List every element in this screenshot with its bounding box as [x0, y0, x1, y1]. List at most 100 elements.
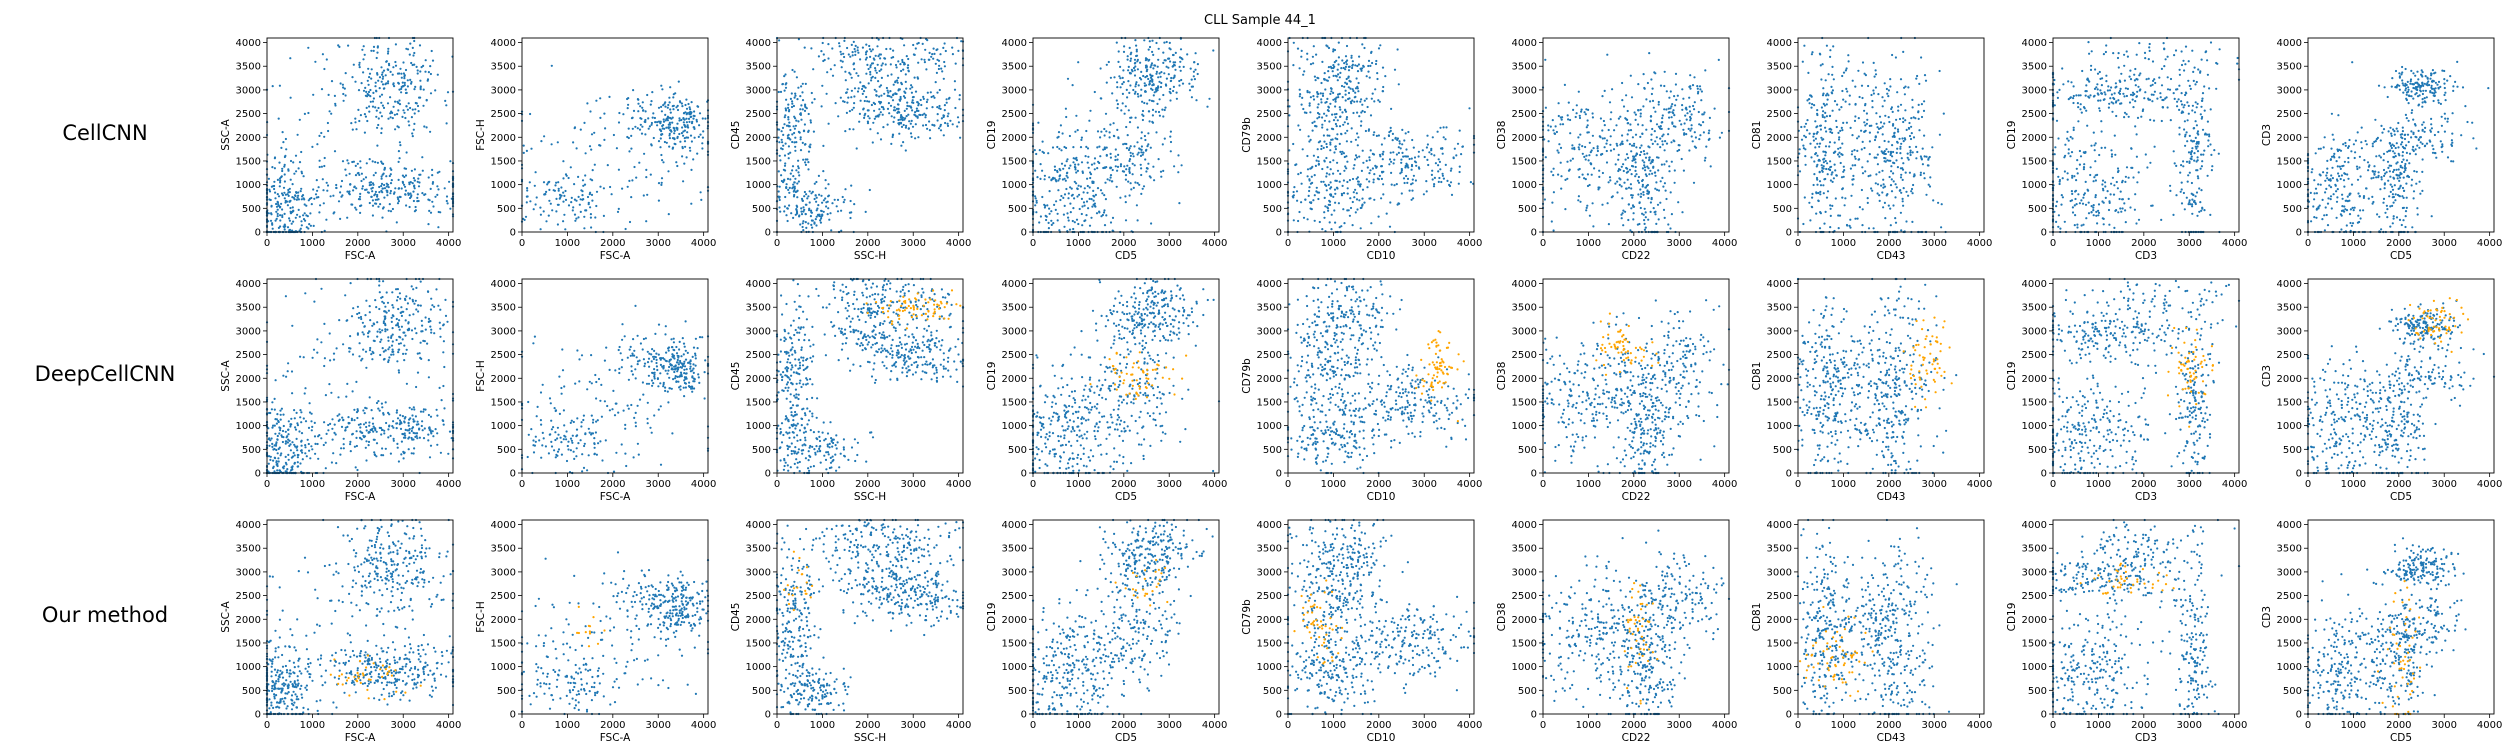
- scatter-point: [407, 192, 410, 195]
- scatter-point: [1288, 149, 1291, 152]
- scatter-point: [643, 152, 646, 155]
- scatter-point: [1320, 101, 1323, 104]
- scatter-point: [381, 77, 384, 80]
- scatter-point: [905, 55, 908, 58]
- scatter-point: [850, 184, 853, 187]
- scatter-point: [702, 130, 705, 133]
- scatter-point: [1584, 113, 1587, 116]
- scatter-point: [1662, 185, 1665, 188]
- scatter-point: [434, 195, 437, 198]
- scatter-point: [411, 63, 414, 67]
- scatter-point: [1099, 155, 1102, 158]
- scatter-point: [1815, 212, 1818, 215]
- scatter-point: [815, 224, 818, 227]
- scatter-point: [1149, 176, 1152, 179]
- scatter-point: [361, 185, 364, 188]
- scatter-point: [810, 219, 814, 222]
- scatter-point: [827, 57, 830, 60]
- scatter-point: [402, 72, 405, 75]
- x-axis-label: CD5: [1115, 250, 1137, 262]
- scatter-point: [910, 84, 913, 87]
- scatter-point: [818, 193, 821, 196]
- scatter-point: [693, 136, 696, 139]
- scatter-point: [1605, 142, 1608, 145]
- scatter-point: [277, 204, 280, 207]
- scatter-point: [1654, 110, 1657, 113]
- scatter-point: [445, 195, 449, 198]
- scatter-point: [911, 125, 915, 128]
- scatter-point: [1351, 200, 1354, 204]
- scatter-point: [1657, 103, 1660, 106]
- scatter-point: [346, 159, 349, 162]
- scatter-point: [297, 167, 300, 170]
- scatter-point: [1180, 78, 1183, 82]
- scatter-point: [1864, 74, 1867, 77]
- scatter-point: [802, 210, 805, 213]
- scatter-point: [1129, 182, 1132, 185]
- scatter-point: [795, 141, 798, 144]
- scatter-point: [914, 111, 917, 114]
- scatter-point: [1087, 166, 1090, 169]
- scatter-point: [1116, 169, 1119, 172]
- scatter-point: [1910, 117, 1913, 120]
- scatter-point: [864, 58, 868, 61]
- scatter-point: [1388, 225, 1392, 228]
- scatter-panel: 0 1000 2000 3000 400005001000150020002500300…: [1241, 36, 1482, 262]
- scatter-point: [1629, 129, 1633, 132]
- scatter-point: [1311, 165, 1314, 168]
- scatter-point: [1140, 137, 1143, 140]
- scatter-point: [1154, 64, 1157, 67]
- scatter-point: [886, 74, 890, 77]
- scatter-point: [1891, 144, 1894, 147]
- scatter-point: [1664, 140, 1667, 143]
- scatter-point: [787, 188, 790, 191]
- scatter-point: [1341, 96, 1344, 99]
- scatter-point: [1090, 163, 1094, 166]
- scatter-point: [1912, 183, 1915, 187]
- scatter-point: [640, 117, 643, 120]
- scatter-point: [1339, 108, 1342, 111]
- scatter-point: [810, 91, 813, 95]
- scatter-point: [1577, 199, 1580, 202]
- scatter-point: [1639, 206, 1642, 210]
- scatter-point: [1347, 69, 1351, 72]
- scatter-point: [1828, 141, 1832, 144]
- scatter-point: [1147, 162, 1150, 165]
- scatter-point: [1147, 132, 1150, 135]
- scatter-point: [1889, 224, 1892, 227]
- scatter-point: [579, 210, 582, 213]
- scatter-point: [627, 103, 630, 106]
- scatter-point: [1697, 90, 1700, 93]
- scatter-point: [408, 53, 411, 56]
- scatter-point: [289, 96, 292, 99]
- scatter-point: [342, 86, 345, 89]
- scatter-point: [1060, 194, 1063, 198]
- scatter-panel: 0 1000 2000 3000 400005001000150020002500300…: [220, 36, 461, 262]
- scatter-point: [1117, 50, 1120, 53]
- scatter-point: [374, 198, 377, 201]
- scatter-point: [1882, 183, 1885, 186]
- scatter-point: [1288, 114, 1291, 117]
- scatter-point: [1659, 201, 1662, 204]
- scatter-point: [594, 216, 597, 219]
- scatter-point: [1109, 123, 1112, 126]
- scatter-point: [1340, 194, 1344, 197]
- scatter-point: [446, 202, 449, 205]
- scatter-point: [1208, 97, 1211, 100]
- scatter-point: [1074, 130, 1077, 133]
- scatter-point: [1136, 153, 1139, 156]
- scatter-point: [1906, 152, 1909, 155]
- scatter-point: [638, 161, 641, 164]
- scatter-point: [1372, 181, 1375, 184]
- scatter-point: [1328, 221, 1331, 224]
- scatter-point: [797, 165, 800, 168]
- scatter-point: [1414, 179, 1417, 182]
- scatter-point: [1816, 178, 1819, 181]
- y-axis-label: CD45: [730, 121, 742, 150]
- scatter-point: [692, 158, 695, 161]
- scatter-point: [1354, 158, 1357, 161]
- scatter-point: [805, 107, 808, 110]
- scatter-point: [556, 203, 560, 206]
- scatter-point: [1580, 110, 1583, 113]
- scatter-point: [1704, 156, 1707, 159]
